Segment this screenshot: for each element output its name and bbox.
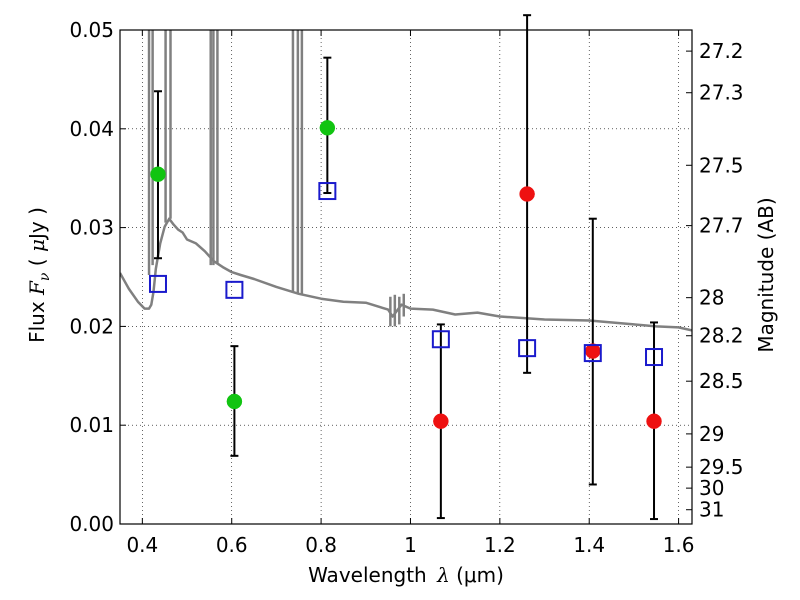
template-spectrum — [120, 30, 692, 332]
data-point-1-3 — [646, 413, 662, 429]
data-markers — [148, 120, 664, 429]
x-tick-label-1: 0.6 — [216, 533, 248, 557]
y-tick-label-4: 0.04 — [69, 117, 114, 141]
model-square-5 — [583, 344, 602, 363]
y-tick-label-2: 0.02 — [69, 314, 114, 338]
data-point-0-1 — [226, 393, 243, 410]
data-point-1-1 — [519, 186, 535, 202]
mag-tick-label-10: 31 — [699, 498, 724, 522]
error-bars — [153, 14, 659, 521]
x-tick-label-4: 1.2 — [484, 533, 516, 557]
mag-tick-label-0: 27.2 — [699, 39, 744, 63]
mag-tick-label-9: 30 — [699, 476, 724, 500]
right-axis-label: Magnitude (AB) — [754, 197, 778, 352]
mag-tick-label-8: 29.5 — [699, 455, 744, 479]
mag-tick-label-3: 27.7 — [699, 214, 744, 238]
x-tick-label-0: 0.4 — [126, 533, 158, 557]
data-point-1-0 — [433, 413, 449, 429]
model-square-3 — [431, 330, 450, 349]
mag-tick-label-4: 28 — [699, 286, 724, 310]
spectrum-line — [120, 217, 692, 332]
x-tick-label-3: 1 — [404, 533, 417, 557]
x-axis-label: Wavelength λ (μm) — [308, 563, 504, 587]
y-tick-label-3: 0.03 — [69, 216, 114, 240]
y-tick-label-5: 0.05 — [69, 18, 114, 42]
model-square-1 — [225, 280, 244, 299]
x-tick-label-5: 1.4 — [573, 533, 605, 557]
y-axis-ticks: 0.00 0.01 0.02 0.03 0.04 0.05 — [69, 18, 126, 536]
y-tick-label-0: 0.00 — [69, 512, 114, 536]
data-point-0-0 — [150, 166, 166, 182]
x-tick-label-6: 1.6 — [663, 533, 695, 557]
model-square-2 — [318, 182, 337, 201]
data-point-0-2 — [319, 120, 336, 136]
mag-tick-label-6: 28.5 — [699, 369, 744, 393]
x-axis-ticks: 0.4 0.6 0.8 1 1.2 1.4 1.6 — [126, 30, 695, 557]
mag-tick-label-5: 28.2 — [699, 324, 744, 348]
grid-lines — [120, 29, 692, 525]
y-axis-label: Flux Fν ( μJy ) — [25, 207, 53, 343]
plot-frame — [119, 29, 693, 525]
model-square-0 — [148, 274, 167, 293]
mag-tick-label-7: 29 — [699, 422, 724, 446]
axes-frame — [119, 29, 693, 525]
mag-tick-label-2: 27.5 — [699, 153, 744, 177]
x-tick-label-2: 0.8 — [305, 533, 337, 557]
y-tick-label-1: 0.01 — [69, 413, 114, 437]
model-square-6 — [645, 348, 664, 367]
model-square-4 — [518, 339, 537, 358]
mag-tick-label-1: 27.3 — [699, 81, 744, 105]
